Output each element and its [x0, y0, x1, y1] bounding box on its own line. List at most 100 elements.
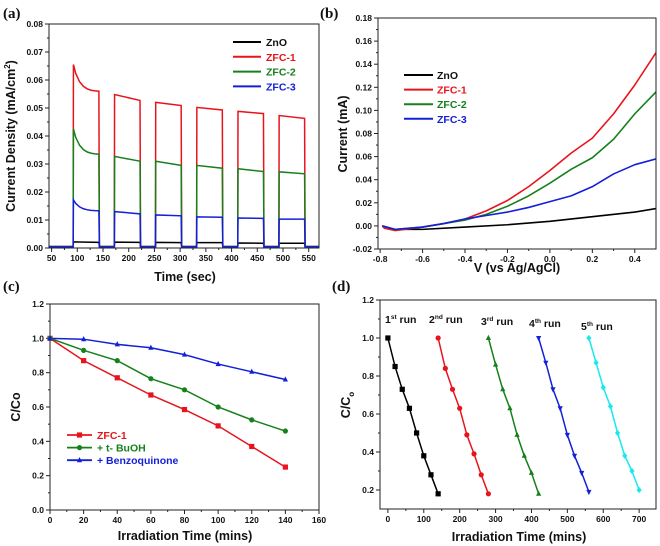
legend-label: ZFC-2: [437, 99, 467, 111]
y-axis-label-text: Current (mA): [336, 95, 350, 172]
circle-marker: [181, 387, 188, 393]
x-tick-label: 250: [147, 253, 161, 263]
square-marker: [114, 375, 120, 381]
triangle-down-marker: [564, 432, 570, 439]
triangle-marker: [282, 376, 288, 382]
triangle-marker: [492, 361, 499, 367]
x-tick-label: 0.0: [544, 254, 556, 264]
legend-label: ZFC-3: [437, 114, 467, 126]
square-marker: [414, 430, 420, 436]
x-tick-label: 50: [47, 253, 57, 263]
square-marker: [249, 443, 255, 450]
x-tick-label: 100: [417, 514, 431, 524]
x-tick-label: 160: [312, 515, 326, 525]
square-marker: [435, 491, 441, 497]
run-ordinal: rd: [487, 316, 494, 323]
diamond-marker: [614, 429, 621, 437]
triangle-marker: [181, 351, 188, 357]
run-label: 3rd run: [481, 316, 513, 328]
triangle-marker: [507, 405, 513, 411]
triangle-marker: [528, 469, 535, 475]
plot-area: [50, 337, 286, 468]
circle-marker: [464, 432, 470, 438]
plot-area: [387, 337, 640, 495]
y-tick-label: 0.4: [362, 447, 374, 457]
legend-label: + Benzoquinone: [97, 455, 179, 467]
y-tick-label: 0.04: [355, 175, 372, 185]
square-marker: [76, 432, 83, 438]
triangle-down-marker: [543, 360, 549, 366]
legend-label: ZFC-2: [266, 67, 296, 79]
x-tick-label: 400: [224, 253, 238, 263]
triangle-marker: [536, 490, 542, 496]
circle-marker: [478, 472, 484, 478]
x-tick-label: 350: [199, 253, 213, 263]
y-tick-label: 0.08: [355, 129, 372, 139]
run-number: 4: [529, 318, 535, 330]
y-tick-label: 0.12: [355, 82, 372, 92]
run-ordinal: th: [535, 318, 541, 325]
square-marker: [215, 423, 221, 429]
triangle-down-marker: [557, 406, 563, 412]
y-tick-label: 0.0: [32, 505, 44, 515]
run-number: 1: [385, 314, 391, 326]
chart-panel-b: -0.8 -0.6 -0.4 -0.2 0.0 0.2 0.4 -0.02 0.00 0.02 0.…: [320, 6, 657, 275]
x-tick-label: 400: [524, 514, 538, 524]
diamond-marker: [607, 403, 614, 410]
triangle-marker: [249, 368, 255, 374]
series-line-zfc-3: [49, 197, 319, 248]
y-tick-label: 0.03: [26, 159, 43, 169]
diamond-marker: [600, 384, 606, 391]
run-label: 1st run: [385, 314, 416, 326]
y-tick-label: 0.6: [32, 402, 44, 412]
legend-label: + t- BuOH: [97, 443, 146, 455]
run-label: 5th run: [581, 321, 613, 333]
square-marker: [392, 363, 398, 370]
y-axis-label: Current Density (mA/cm2): [3, 60, 18, 212]
y-axis-label-text: Current Density (mA/cm: [4, 69, 18, 212]
legend-label: ZnO: [437, 70, 458, 82]
series-line: [387, 337, 439, 495]
x-tick-label: 40: [113, 515, 123, 525]
y-axis-label: C/Co: [339, 392, 356, 419]
run-text: run: [593, 321, 613, 333]
triangle-down-marker: [579, 470, 585, 477]
x-tick-label: 0: [386, 514, 391, 524]
series-line: [437, 337, 490, 495]
series-line: [487, 337, 540, 495]
x-tick-label: 0: [48, 515, 53, 525]
legend-label: ZFC-1: [437, 85, 467, 97]
legend-label: ZFC-1: [97, 430, 127, 442]
chart-panel-c: 0 20 40 60 80 100 120 140 160 0.0 0.2 0.4 0.6 0.8 1.0 1…: [3, 279, 326, 543]
run-number: 2: [429, 314, 435, 326]
y-tick-label: 0.08: [26, 19, 43, 29]
square-marker: [385, 335, 391, 341]
y-tick-label: 0.00: [26, 243, 43, 253]
y-tick-label: 0.02: [355, 198, 372, 208]
y-tick-label: 0.04: [26, 131, 43, 141]
run-number: 3: [481, 316, 487, 328]
square-marker: [148, 392, 154, 398]
y-tick-label: 1.2: [32, 299, 44, 309]
circle-marker: [457, 405, 463, 411]
y-tick-label: 0.8: [32, 368, 44, 378]
series-line: [50, 337, 286, 432]
y-tick-label: 0.2: [362, 485, 374, 495]
x-tick-label: 100: [211, 515, 225, 525]
y-tick-label: 0.16: [355, 36, 372, 46]
panel-label: (c): [3, 279, 20, 295]
y-tick-label: 0.10: [355, 105, 372, 115]
y-tick-label: 1.0: [32, 333, 44, 343]
run-text: run: [541, 318, 561, 330]
y-axis-label-text: C/C: [339, 397, 353, 419]
circle-marker: [114, 358, 120, 364]
run-ordinal: nd: [435, 314, 443, 321]
x-tick-label: 20: [79, 515, 89, 525]
circle-marker: [442, 365, 448, 371]
x-tick-label: 500: [560, 514, 574, 524]
x-tick-label: 300: [488, 514, 502, 524]
y-axis-label: C/Co: [9, 392, 23, 422]
y-tick-label: 0.06: [26, 75, 43, 85]
x-tick-label: 0.2: [586, 254, 598, 264]
x-tick-label: 200: [453, 514, 467, 524]
